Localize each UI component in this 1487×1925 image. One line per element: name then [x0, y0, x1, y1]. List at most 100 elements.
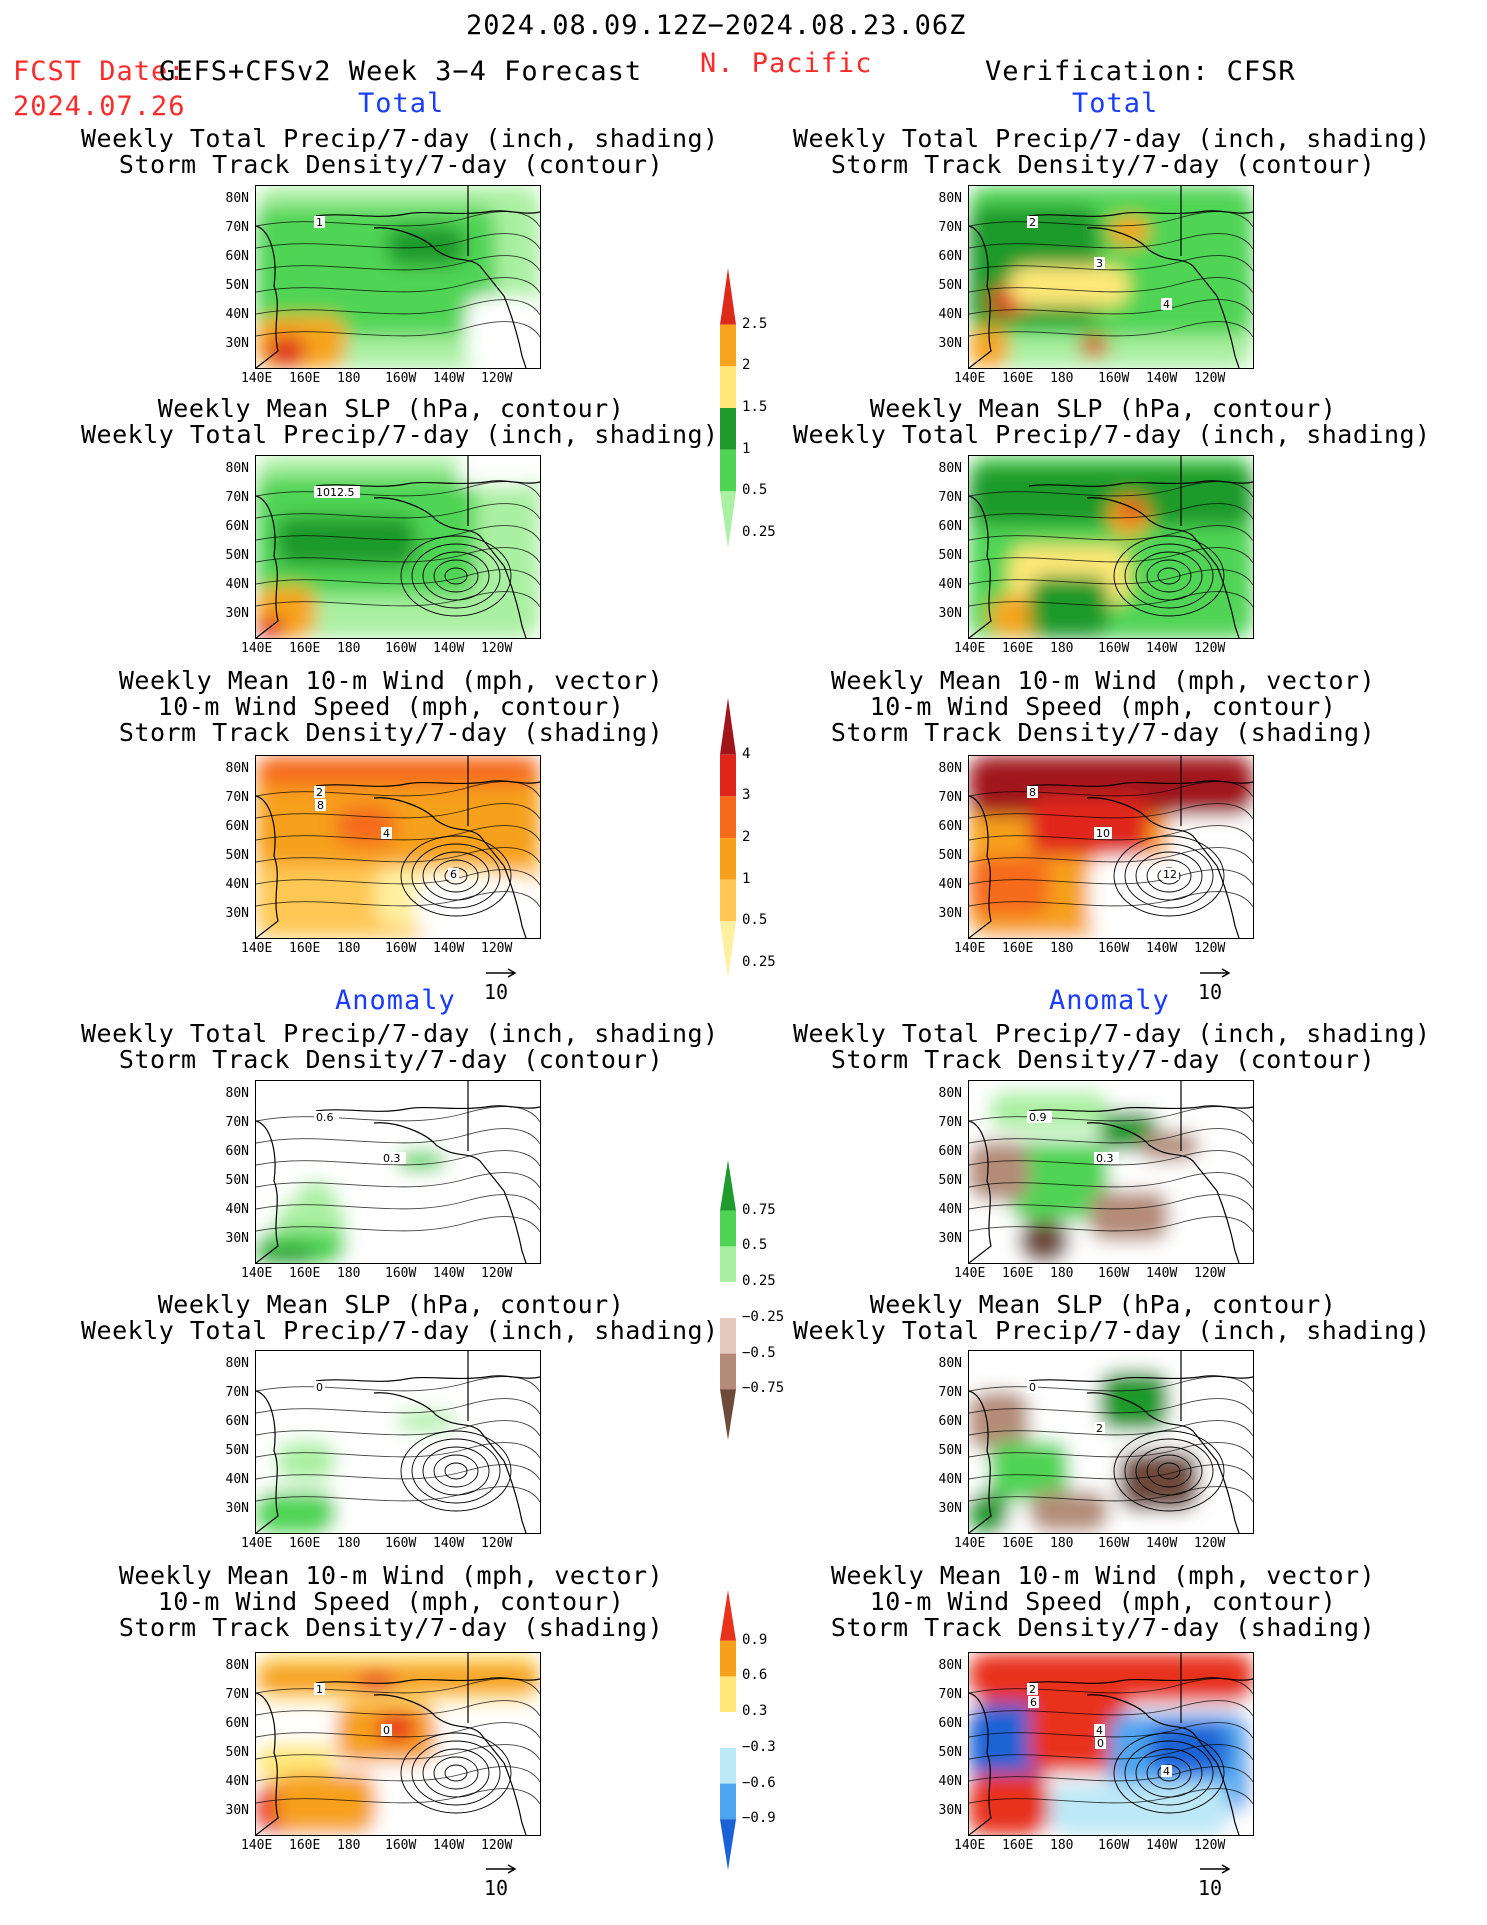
lat-tick-label: 40N: [938, 577, 962, 592]
contour-label: 6: [450, 868, 457, 881]
lon-tick-label: 140E: [241, 941, 273, 956]
contour-label: 1: [316, 1683, 323, 1696]
contour-label-bg: [1161, 298, 1172, 310]
lon-tick-label: 140W: [1146, 641, 1178, 656]
colorbar-label: 0.5: [742, 482, 768, 499]
lon-tick-label: 180: [1050, 1536, 1074, 1551]
map-panel-v-total-slp: [968, 455, 1254, 639]
title-line: Weekly Total Precip/7-day (inch, shading…: [81, 420, 719, 449]
contour-line: [411, 1438, 501, 1504]
contour-line: [256, 481, 540, 498]
contour-line: [969, 1106, 1253, 1123]
lon-tick-label: 160E: [1002, 1536, 1034, 1551]
lat-tick-label: 80N: [225, 1658, 249, 1673]
colorbar-swatch: [720, 1210, 736, 1247]
contour-line: [256, 1106, 540, 1123]
contour-line: [1124, 1438, 1214, 1504]
title-line: Weekly Mean 10-m Wind (mph, vector): [830, 666, 1376, 695]
contour-line: [256, 1398, 540, 1415]
shading-region: [1109, 216, 1149, 246]
coastline: [1086, 1122, 1218, 1192]
contour-line: [969, 233, 1253, 250]
lat-tick-label: 50N: [938, 848, 962, 863]
lon-tick-label: 160W: [1098, 941, 1130, 956]
contour-line: [1113, 1430, 1225, 1512]
contour-line: [256, 1788, 540, 1805]
map-canvas: 2 4 6 8: [256, 756, 540, 938]
lat-tick-label: 30N: [938, 1501, 962, 1516]
colorbar-swatch: [720, 268, 736, 325]
lat-tick-label: 60N: [225, 819, 249, 834]
contour-line: [256, 1700, 540, 1717]
map-panel-f-anom-slp: 0: [255, 1350, 541, 1534]
title-line: Weekly Mean SLP (hPa, contour): [157, 394, 625, 423]
lat-tick-label: 30N: [938, 336, 962, 351]
contour-line: [400, 1732, 512, 1814]
contour-label: 1012.5: [316, 486, 355, 499]
contour-label: 3: [1096, 257, 1103, 270]
lat-tick-label: 60N: [938, 249, 962, 264]
contour-line: [400, 835, 512, 917]
colorbar-label: 0.5: [742, 912, 768, 929]
coastline: [1086, 497, 1218, 567]
contour-line: [433, 1756, 479, 1790]
section-anomaly-forecast: Anomaly: [335, 985, 456, 1016]
colorbar-anom-precip: [720, 1160, 736, 1440]
colorbar-swatch: [720, 449, 736, 492]
contour-label-bg: [1027, 216, 1038, 228]
coastline: [315, 780, 540, 787]
title-line: Storm Track Density/7-day (shading): [830, 1613, 1376, 1642]
contour-line: [256, 1766, 540, 1783]
map-canvas: [969, 456, 1253, 638]
lat-tick-label: 60N: [938, 1414, 962, 1429]
map-canvas: 10: [256, 1653, 540, 1835]
contour-label-bg: [1094, 827, 1112, 839]
lon-tick-label: 140W: [1146, 1536, 1178, 1551]
title-f-anom-slp: Weekly Mean SLP (hPa, contour) Weekly To…: [81, 1292, 718, 1344]
colorbar-label: 3: [742, 787, 751, 804]
colorbar-swatch: [720, 1389, 736, 1440]
contour-label-bg: [1028, 1696, 1039, 1708]
coastline: [1180, 1351, 1240, 1533]
vector-ref-v-total: 10: [1198, 960, 1232, 1004]
contour-line: [1135, 1446, 1203, 1496]
contour-label-bg: [381, 1152, 406, 1164]
contour-line: [1157, 567, 1181, 585]
contour-line: [1146, 1756, 1192, 1790]
lon-tick-label: 160E: [1002, 641, 1034, 656]
arrow-right-icon: [486, 968, 517, 978]
title-line: Weekly Mean SLP (hPa, contour): [869, 394, 1337, 423]
contour-line: [1113, 535, 1225, 617]
lon-tick-label: 160W: [1098, 1536, 1130, 1551]
lat-tick-label: 30N: [938, 606, 962, 621]
lat-tick-label: 80N: [938, 761, 962, 776]
contour-label: 1: [316, 216, 323, 229]
lat-tick-label: 30N: [225, 606, 249, 621]
contour-line: [969, 1172, 1253, 1189]
title-line: Storm Track Density/7-day (shading): [118, 1613, 664, 1642]
lat-tick-label: 50N: [938, 1443, 962, 1458]
colorbar-swatch: [720, 1246, 736, 1283]
title-line: Weekly Total Precip/7-day (inch, shading…: [793, 124, 1431, 153]
lat-tick-label: 60N: [225, 249, 249, 264]
contour-line: [969, 1216, 1253, 1233]
lon-tick-label: 180: [1050, 641, 1074, 656]
lon-tick-label: 140E: [241, 371, 273, 386]
coastline: [373, 797, 505, 867]
coastline: [256, 1390, 279, 1533]
coastline: [1028, 780, 1253, 787]
lon-tick-label: 140W: [433, 371, 465, 386]
lon-tick-label: 140W: [1146, 371, 1178, 386]
coastline: [1180, 756, 1240, 938]
title-v-anom-wind: Weekly Mean 10-m Wind (mph, vector) 10-m…: [793, 1563, 1413, 1641]
lon-tick-label: 160E: [289, 641, 321, 656]
coastline: [969, 225, 992, 368]
lat-tick-label: 30N: [225, 336, 249, 351]
lat-tick-label: 40N: [225, 1472, 249, 1487]
lon-tick-label: 160E: [289, 1838, 321, 1853]
contour-line: [969, 1420, 1253, 1437]
vector-ref-value: 10: [484, 980, 509, 1004]
contour-line: [1146, 559, 1192, 593]
contour-line: [256, 1464, 540, 1481]
lon-tick-label: 180: [1050, 1266, 1074, 1281]
